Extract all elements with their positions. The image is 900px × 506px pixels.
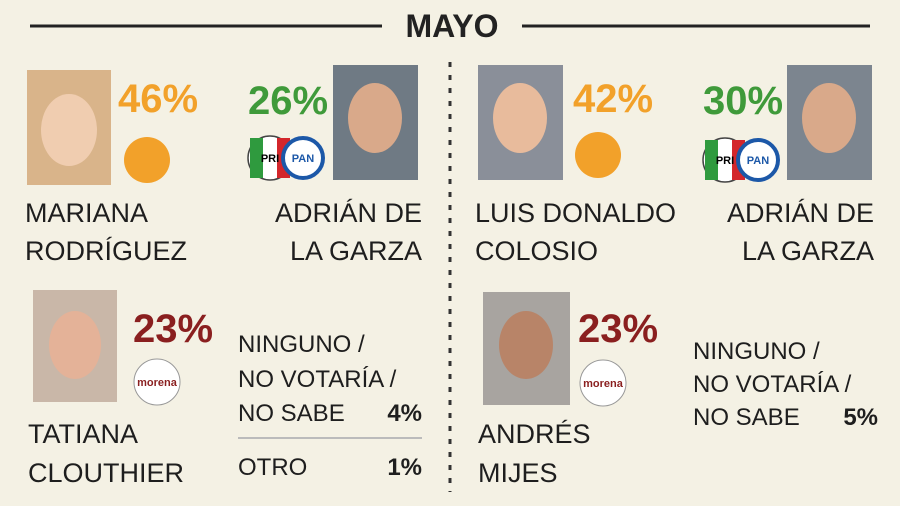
photos: [27, 65, 872, 405]
none-label: NINGUNO /: [238, 331, 365, 358]
other-percent: 1%: [387, 454, 422, 481]
none-label: NO VOTARÍA /: [238, 366, 397, 393]
party-logo: [736, 138, 780, 182]
logo-text: morena: [137, 377, 178, 389]
party-logo: [281, 136, 325, 180]
percent: 46%: [118, 77, 198, 121]
none-label: NO SABE: [693, 404, 800, 431]
logo-text: PRI: [716, 155, 734, 167]
percent: 23%: [133, 307, 213, 351]
name: ADRIÁN DE: [727, 198, 874, 228]
none-label: NO VOTARÍA /: [693, 371, 852, 398]
name: LA GARZA: [742, 236, 874, 266]
party-logo: [575, 132, 621, 178]
logo-text: PAN: [747, 155, 769, 167]
party-logo: [133, 358, 181, 406]
party-logo: [124, 137, 170, 183]
name: CLOUTHIER: [28, 458, 184, 488]
other-label: OTRO: [238, 454, 307, 481]
percent: 42%: [573, 77, 653, 121]
none-percent: 5%: [843, 404, 878, 431]
logo-text: morena: [583, 378, 624, 390]
none-label: NO SABE: [238, 400, 345, 427]
name: MIJES: [478, 458, 558, 488]
logo-text: PAN: [292, 153, 314, 165]
percent: 26%: [248, 79, 328, 123]
name: LA GARZA: [290, 236, 422, 266]
percent: 30%: [703, 79, 783, 123]
none-label: NINGUNO /: [693, 338, 820, 365]
none-percent: 4%: [387, 400, 422, 427]
name: ANDRÉS: [478, 419, 591, 449]
name: LUIS DONALDO: [475, 198, 676, 228]
percent: 23%: [578, 307, 658, 351]
title: MAYO: [405, 8, 498, 44]
name: RODRÍGUEZ: [25, 236, 187, 266]
name: MARIANA: [25, 198, 148, 228]
name: COLOSIO: [475, 236, 598, 266]
name: ADRIÁN DE: [275, 198, 422, 228]
logo-text: PRI: [261, 153, 279, 165]
name: TATIANA: [28, 419, 138, 449]
party-logo: [579, 359, 627, 407]
